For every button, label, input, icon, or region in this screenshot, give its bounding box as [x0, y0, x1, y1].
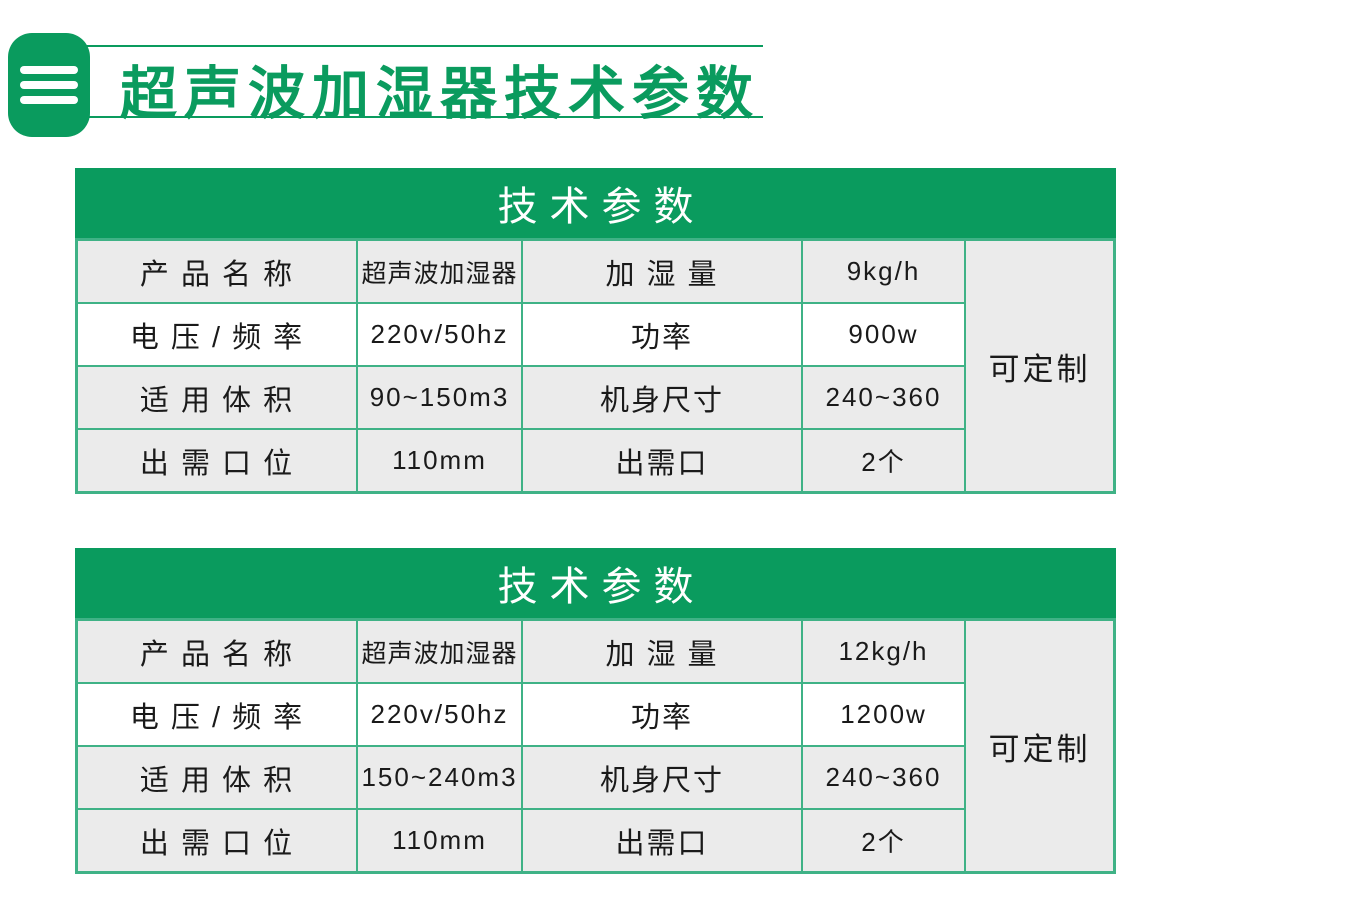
spec-table-body: 可定制 产 品 名 称 超声波加湿器 加 湿 量 9kg/h 电 压 / 频 率…: [75, 238, 1116, 494]
spec-value-cell: 150~240m3: [358, 747, 521, 808]
spec-value-cell: 2个: [803, 810, 964, 871]
spec-label-cell: 产 品 名 称: [78, 621, 356, 682]
spec-value-cell: 220v/50hz: [358, 304, 521, 365]
hamburger-bar: [20, 96, 78, 104]
spec-table-body: 可定制 产 品 名 称 超声波加湿器 加 湿 量 12kg/h 电 压 / 频 …: [75, 618, 1116, 874]
spec-value-cell: 超声波加湿器: [358, 241, 521, 302]
spec-label-cell: 功率: [523, 304, 801, 365]
spec-label-cell: 加 湿 量: [523, 621, 801, 682]
header-rule-top: [50, 45, 763, 47]
customizable-cell: 可定制: [966, 241, 1113, 491]
spec-value-cell: 超声波加湿器: [358, 621, 521, 682]
spec-value-cell: 900w: [803, 304, 964, 365]
customizable-cell: 可定制: [966, 621, 1113, 871]
spec-table-model-9kg: 技术参数 可定制 产 品 名 称 超声波加湿器 加 湿 量 9kg/h 电 压 …: [75, 168, 1116, 494]
spec-label-cell: 适 用 体 积: [78, 747, 356, 808]
spec-table-model-12kg: 技术参数 可定制 产 品 名 称 超声波加湿器 加 湿 量 12kg/h 电 压…: [75, 548, 1116, 874]
spec-label-cell: 出 需 口 位: [78, 810, 356, 871]
spec-label-cell: 出需口: [523, 810, 801, 871]
spec-value-cell: 90~150m3: [358, 367, 521, 428]
spec-label-cell: 产 品 名 称: [78, 241, 356, 302]
spec-label-cell: 电 压 / 频 率: [78, 304, 356, 365]
spec-value-cell: 9kg/h: [803, 241, 964, 302]
table-title: 技术参数: [75, 548, 1116, 618]
header-rule-bottom: [50, 116, 763, 118]
spec-value-cell: 220v/50hz: [358, 684, 521, 745]
spec-value-cell: 1200w: [803, 684, 964, 745]
spec-label-cell: 出 需 口 位: [78, 430, 356, 491]
hamburger-bar: [20, 81, 78, 89]
spec-label-cell: 机身尺寸: [523, 747, 801, 808]
spec-label-cell: 出需口: [523, 430, 801, 491]
spec-value-cell: 110mm: [358, 810, 521, 871]
page-title: 超声波加湿器技术参数: [120, 62, 760, 126]
spec-label-cell: 功率: [523, 684, 801, 745]
spec-value-cell: 240~360: [803, 367, 964, 428]
spec-label-cell: 加 湿 量: [523, 241, 801, 302]
spec-label-cell: 适 用 体 积: [78, 367, 356, 428]
spec-value-cell: 110mm: [358, 430, 521, 491]
hamburger-icon: [8, 33, 90, 137]
spec-label-cell: 机身尺寸: [523, 367, 801, 428]
hamburger-bar: [20, 66, 78, 74]
table-title: 技术参数: [75, 168, 1116, 238]
spec-value-cell: 2个: [803, 430, 964, 491]
spec-value-cell: 12kg/h: [803, 621, 964, 682]
spec-value-cell: 240~360: [803, 747, 964, 808]
spec-label-cell: 电 压 / 频 率: [78, 684, 356, 745]
